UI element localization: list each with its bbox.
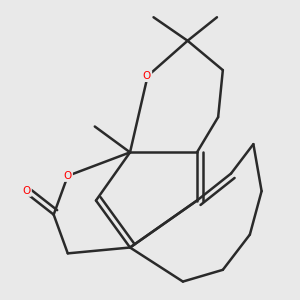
Text: O: O [143, 71, 151, 81]
Text: O: O [64, 171, 72, 181]
Text: O: O [22, 186, 31, 196]
